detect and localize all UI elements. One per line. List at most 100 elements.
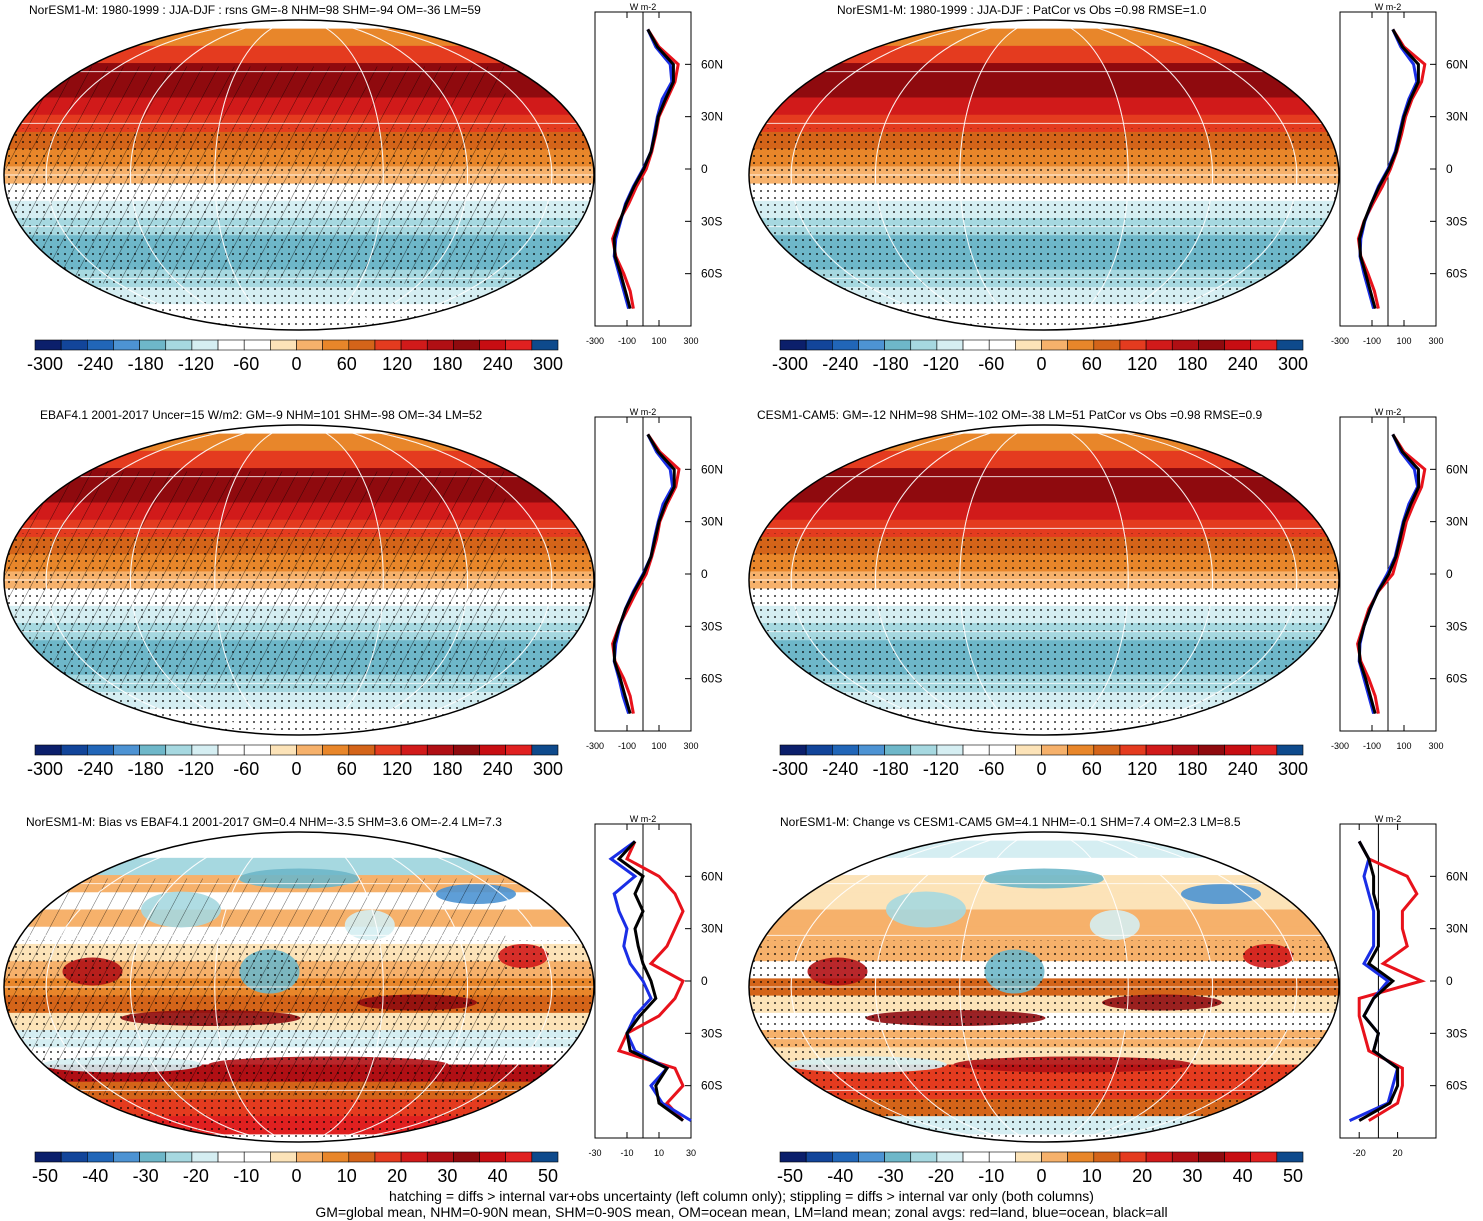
- colorbar-swatch: [87, 1151, 114, 1163]
- colorbar-swatch: [348, 1151, 376, 1163]
- colorbar-swatch: [1015, 1151, 1042, 1163]
- colorbar-swatch: [191, 744, 219, 756]
- profile-units: W m-2: [630, 814, 657, 824]
- colorbar-tick-label: 0: [291, 759, 301, 779]
- colorbar-swatch: [165, 339, 193, 351]
- profile-series-land: [611, 433, 681, 714]
- colorbar-swatch: [243, 1151, 271, 1163]
- colorbar-tick-label: 240: [1228, 759, 1258, 779]
- colorbar-tick-label: 180: [1177, 759, 1207, 779]
- colorbar-swatch: [505, 744, 533, 756]
- colorbar-swatch: [1224, 1151, 1251, 1163]
- colorbar-tick-label: -300: [772, 759, 808, 779]
- profile-lat-tick-label: 60S: [701, 267, 722, 281]
- colorbar-swatch: [858, 339, 885, 351]
- profile-units: W m-2: [630, 407, 657, 417]
- colorbar-tick-label: -180: [873, 759, 909, 779]
- zonal-band: [749, 45, 1339, 65]
- colorbar-swatch: [270, 339, 297, 351]
- profile-x-tick-label: 100: [1396, 336, 1411, 346]
- zonal-band: [749, 926, 1339, 945]
- profile-series-all: [1357, 28, 1420, 309]
- profile-x-tick-label: -100: [618, 336, 636, 346]
- colorbar-swatch: [322, 339, 350, 351]
- colorbar-tick-label: 10: [337, 1166, 357, 1186]
- colorbar-tick-label: 60: [337, 354, 357, 374]
- colorbar-tick-label: -120: [923, 759, 959, 779]
- colorbar-tick-label: -120: [178, 759, 214, 779]
- colorbar-swatch: [113, 744, 140, 756]
- panel-plot: -300 -240 -180 -120 -60 0 60 120 180 240 300 W m-2 -…: [748, 407, 1468, 779]
- colorbar-tick-label: -180: [873, 354, 909, 374]
- profile-lat-tick-label: 60N: [701, 57, 723, 71]
- zonal-band: [749, 519, 1339, 538]
- colorbar-tick-label: -10: [233, 1166, 259, 1186]
- colorbar-tick-label: 20: [387, 1166, 407, 1186]
- colorbar-swatch: [374, 339, 402, 351]
- colorbar-tick-label: 180: [432, 354, 462, 374]
- colorbar-swatch: [832, 339, 859, 351]
- colorbar-swatch: [1145, 339, 1173, 351]
- colorbar-swatch: [988, 744, 1016, 756]
- colorbar-swatch: [34, 1151, 62, 1163]
- colorbar-swatch: [884, 339, 912, 351]
- colorbar-tick-label: 30: [437, 1166, 457, 1186]
- map-anomaly: [984, 868, 1104, 889]
- profile-lat-tick-label: 60S: [701, 672, 722, 686]
- profile-x-tick-label: -100: [1363, 741, 1381, 751]
- colorbar-tick-label: -240: [77, 759, 113, 779]
- zonal-band: [749, 433, 1339, 452]
- profile-x-tick-label: -300: [1331, 741, 1349, 751]
- colorbar-tick-label: 240: [483, 354, 513, 374]
- map-anomaly: [1089, 910, 1140, 940]
- colorbar-swatch: [505, 1151, 533, 1163]
- colorbar-swatch: [1093, 744, 1121, 756]
- profile-x-tick-label: 300: [683, 336, 698, 346]
- profile-lat-tick-label: 0: [1446, 162, 1453, 176]
- profile-units: W m-2: [1375, 814, 1402, 824]
- colorbar-swatch: [531, 744, 559, 756]
- colorbar-swatch: [60, 744, 88, 756]
- profile-lat-tick-label: 30N: [701, 922, 723, 936]
- colorbar-swatch: [139, 744, 167, 756]
- colorbar-swatch: [453, 744, 480, 756]
- profile-series-ocean: [1348, 840, 1400, 1122]
- colorbar-swatch: [805, 1151, 833, 1163]
- profile-x-tick-label: -30: [588, 1148, 601, 1158]
- colorbar-tick-label: 300: [1278, 759, 1308, 779]
- colorbar-swatch: [1067, 744, 1095, 756]
- colorbar-swatch: [1250, 744, 1278, 756]
- colorbar-swatch: [936, 339, 964, 351]
- colorbar-tick-label: 300: [1278, 354, 1308, 374]
- zonal-band: [4, 450, 594, 470]
- colorbar-swatch: [910, 1151, 938, 1163]
- zonal-profile: W m-2 -300 -100 100 300 60N 30N 0 30S 60S: [586, 407, 723, 751]
- profile-series-land: [611, 28, 680, 309]
- colorbar-swatch: [1171, 1151, 1199, 1163]
- profile-lat-tick-label: 60N: [701, 869, 723, 883]
- profile-x-tick-label: 30: [686, 1148, 696, 1158]
- panel-plot: -300 -240 -180 -120 -60 0 60 120 180 240 300 W m-2 -…: [3, 407, 723, 779]
- map-field: [749, 832, 1339, 1142]
- profile-x-tick-label: 10: [654, 1148, 664, 1158]
- colorbar-swatch: [348, 339, 376, 351]
- colorbar: -300 -240 -180 -120 -60 0 60 120 180 240 300: [27, 339, 563, 374]
- profile-lat-tick-label: 30N: [701, 515, 723, 529]
- colorbar-tick-label: -120: [178, 354, 214, 374]
- colorbar-swatch: [34, 744, 62, 756]
- colorbar-tick-label: 0: [1036, 759, 1046, 779]
- colorbar-swatch: [296, 1151, 323, 1163]
- profile-lat-tick-label: 30N: [1446, 922, 1468, 936]
- colorbar-swatch: [165, 1151, 193, 1163]
- zonal-band: [749, 80, 1339, 99]
- profile-series-land: [616, 840, 685, 1122]
- colorbar-swatch: [400, 339, 428, 351]
- colorbar-swatch: [479, 1151, 506, 1163]
- profile-lat-tick-label: 60N: [1446, 869, 1468, 883]
- profile-units: W m-2: [630, 2, 657, 12]
- colorbar: -50 -40 -30 -20 -10 0 10 20 30 40 50: [32, 1151, 559, 1186]
- colorbar-swatch: [191, 1151, 219, 1163]
- profile-lat-tick-label: 30N: [1446, 110, 1468, 124]
- zonal-band: [4, 433, 594, 452]
- colorbar-swatch: [453, 1151, 480, 1163]
